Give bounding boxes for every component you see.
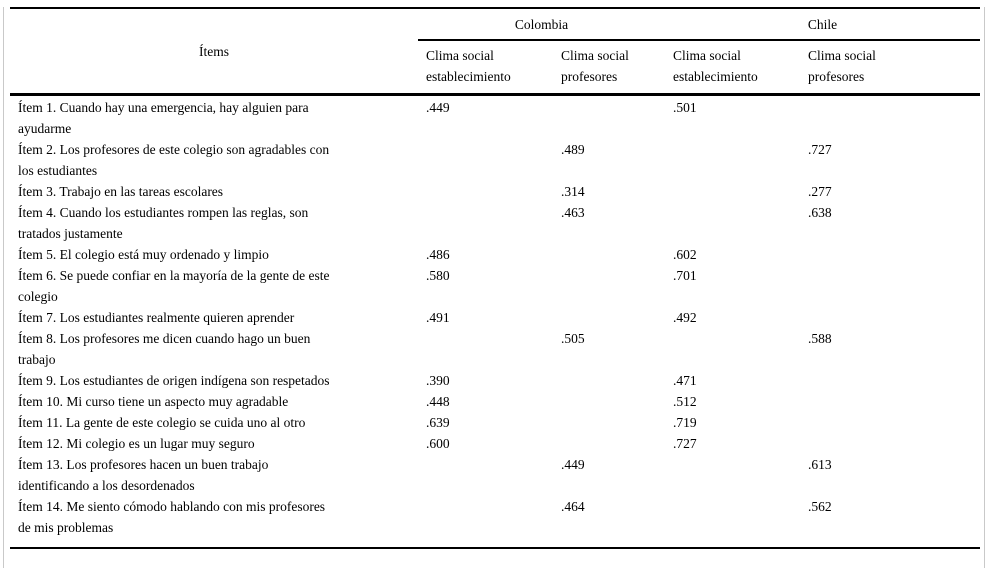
colombia-clima-profesores-header: Clima social profesores xyxy=(553,40,665,96)
table-row: Ítem 1. Cuando hay una emergencia, hay a… xyxy=(10,95,980,140)
items-column-header: Ítems xyxy=(10,8,418,96)
value-colombia-profesores xyxy=(553,265,665,307)
value-colombia-establecimiento xyxy=(418,181,553,202)
value-colombia-establecimiento: .580 xyxy=(426,268,450,283)
item-text: Ítem 12. Mi colegio es un lugar muy segu… xyxy=(18,436,255,451)
paper-page: Ítems Colombia Chile Clima social establ… xyxy=(3,7,985,568)
table-row: Ítem 7. Los estudiantes realmente quiere… xyxy=(10,307,980,328)
item-text: Ítem 9. Los estudiantes de origen indíge… xyxy=(18,373,330,388)
value-chile-profesores xyxy=(800,307,980,328)
value-chile-establecimiento xyxy=(665,496,800,548)
table-row: Ítem 8. Los profesores me dicen cuando h… xyxy=(10,328,980,370)
table-row: Ítem 3. Trabajo en las tareas escolares … xyxy=(10,181,980,202)
colombia-clima-establecimiento-header: Clima social establecimiento xyxy=(418,40,553,96)
value-colombia-profesores xyxy=(553,391,665,412)
group-header-chile: Chile xyxy=(665,8,980,41)
value-chile-establecimiento: .727 xyxy=(673,436,697,451)
item-text: Ítem 7. Los estudiantes realmente quiere… xyxy=(18,310,295,325)
table-row: Ítem 6. Se puede confiar en la mayoría d… xyxy=(10,265,980,307)
group-header-colombia: Colombia xyxy=(418,8,665,41)
value-chile-profesores xyxy=(800,265,980,307)
value-colombia-establecimiento: .448 xyxy=(426,394,450,409)
value-chile-establecimiento xyxy=(665,328,800,370)
value-colombia-profesores: .314 xyxy=(561,184,585,199)
table-row: Ítem 10. Mi curso tiene un aspecto muy a… xyxy=(10,391,980,412)
table-row: Ítem 14. Me siento cómodo hablando con m… xyxy=(10,496,980,548)
subheader-row: Clima social establecimiento Clima socia… xyxy=(10,40,980,96)
value-chile-profesores: .727 xyxy=(808,142,832,157)
value-colombia-profesores xyxy=(553,433,665,454)
value-colombia-profesores xyxy=(553,95,665,140)
value-colombia-profesores xyxy=(553,307,665,328)
value-chile-establecimiento: .471 xyxy=(673,373,697,388)
value-chile-profesores xyxy=(800,95,980,140)
value-colombia-profesores xyxy=(553,370,665,391)
value-colombia-profesores xyxy=(553,244,665,265)
value-chile-establecimiento: .501 xyxy=(673,100,697,115)
value-colombia-establecimiento xyxy=(418,454,553,496)
item-text: Ítem 2. Los profesores de este colegio s… xyxy=(18,142,330,178)
value-chile-profesores xyxy=(800,391,980,412)
table-row: Ítem 9. Los estudiantes de origen indíge… xyxy=(10,370,980,391)
chile-clima-profesores-header: Clima social profesores xyxy=(800,40,980,96)
value-chile-profesores: .588 xyxy=(808,331,832,346)
table-row: Ítem 11. La gente de este colegio se cui… xyxy=(10,412,980,433)
value-colombia-establecimiento: .491 xyxy=(426,310,450,325)
value-colombia-establecimiento: .486 xyxy=(426,247,450,262)
value-chile-profesores xyxy=(800,370,980,391)
item-text: Ítem 14. Me siento cómodo hablando con m… xyxy=(18,499,326,535)
chile-clima-establecimiento-header: Clima social establecimiento xyxy=(665,40,800,96)
value-colombia-establecimiento: .449 xyxy=(426,100,450,115)
item-text: Ítem 4. Cuando los estudiantes rompen la… xyxy=(18,205,309,241)
value-chile-profesores xyxy=(800,433,980,454)
value-chile-establecimiento: .701 xyxy=(673,268,697,283)
value-chile-establecimiento xyxy=(665,454,800,496)
table-row: Ítem 13. Los profesores hacen un buen tr… xyxy=(10,454,980,496)
value-colombia-establecimiento xyxy=(418,139,553,181)
value-colombia-establecimiento xyxy=(418,328,553,370)
value-colombia-establecimiento xyxy=(418,202,553,244)
value-colombia-profesores xyxy=(553,412,665,433)
value-colombia-establecimiento xyxy=(418,496,553,548)
value-colombia-establecimiento: .639 xyxy=(426,415,450,430)
table-row: Ítem 12. Mi colegio es un lugar muy segu… xyxy=(10,433,980,454)
value-colombia-profesores: .449 xyxy=(561,457,585,472)
table-row: Ítem 4. Cuando los estudiantes rompen la… xyxy=(10,202,980,244)
value-colombia-profesores: .464 xyxy=(561,499,585,514)
item-text: Ítem 1. Cuando hay una emergencia, hay a… xyxy=(18,100,309,136)
factor-loadings-table: Ítems Colombia Chile Clima social establ… xyxy=(10,7,980,549)
value-chile-establecimiento xyxy=(665,202,800,244)
value-chile-profesores: .562 xyxy=(808,499,832,514)
value-chile-profesores xyxy=(800,412,980,433)
table-row: Ítem 5. El colegio está muy ordenado y l… xyxy=(10,244,980,265)
group-header-row: Ítems Colombia Chile xyxy=(10,8,980,96)
item-text: Ítem 10. Mi curso tiene un aspecto muy a… xyxy=(18,394,289,409)
value-chile-establecimiento xyxy=(665,181,800,202)
value-chile-establecimiento: .719 xyxy=(673,415,697,430)
value-chile-profesores: .613 xyxy=(808,457,832,472)
item-text: Ítem 3. Trabajo en las tareas escolares xyxy=(18,184,224,199)
value-colombia-profesores: .489 xyxy=(561,142,585,157)
table-row: Ítem 2. Los profesores de este colegio s… xyxy=(10,139,980,181)
value-chile-establecimiento: .512 xyxy=(673,394,697,409)
value-chile-profesores: .277 xyxy=(808,184,832,199)
item-text: Ítem 13. Los profesores hacen un buen tr… xyxy=(18,457,269,493)
item-text: Ítem 5. El colegio está muy ordenado y l… xyxy=(18,247,269,262)
item-text: Ítem 6. Se puede confiar en la mayoría d… xyxy=(18,268,330,304)
value-colombia-establecimiento: .600 xyxy=(426,436,450,451)
item-text: Ítem 11. La gente de este colegio se cui… xyxy=(18,415,306,430)
item-text: Ítem 8. Los profesores me dicen cuando h… xyxy=(18,331,311,367)
value-colombia-profesores: .505 xyxy=(561,331,585,346)
value-colombia-profesores: .463 xyxy=(561,205,585,220)
value-chile-establecimiento xyxy=(665,139,800,181)
value-chile-profesores xyxy=(800,244,980,265)
value-chile-establecimiento: .492 xyxy=(673,310,697,325)
value-chile-profesores: .638 xyxy=(808,205,832,220)
value-chile-establecimiento: .602 xyxy=(673,247,697,262)
value-colombia-establecimiento: .390 xyxy=(426,373,450,388)
